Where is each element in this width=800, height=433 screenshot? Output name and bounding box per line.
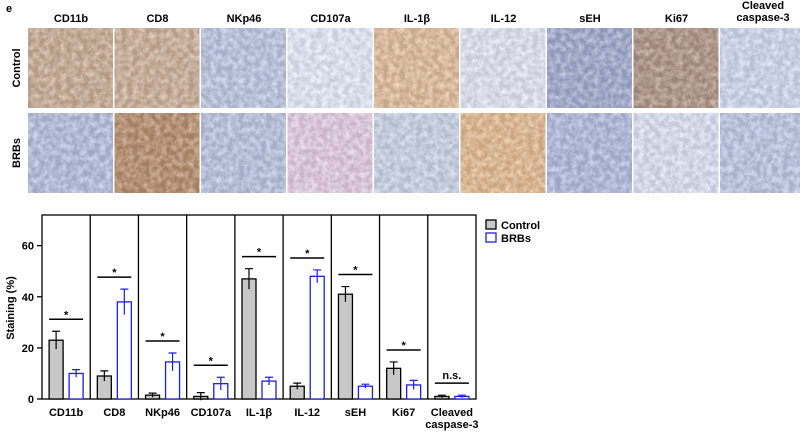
error-bar (216, 376, 225, 391)
legend-swatch (485, 219, 497, 230)
legend-swatch (485, 232, 497, 243)
significance-label: * (160, 331, 165, 343)
significance-label: * (402, 340, 407, 352)
bar (241, 278, 257, 400)
micrograph (114, 28, 200, 108)
column-header: IL-12 (491, 13, 517, 25)
significance-label: * (305, 248, 310, 260)
micrograph (28, 113, 113, 193)
column-header: sEH (579, 13, 600, 25)
row-label: Control (11, 48, 23, 87)
x-tick-label: Ki67 (392, 407, 415, 419)
significance-label: * (353, 265, 358, 277)
error-bar (265, 376, 273, 385)
x-tick-label: IL-1β (246, 407, 273, 419)
legend-label: BRBs (501, 233, 531, 245)
plot-frame (41, 214, 477, 400)
column-header: CD8 (146, 13, 168, 25)
error-bar (52, 330, 61, 350)
error-bar (196, 392, 205, 401)
legend-label: Control (501, 220, 540, 232)
bar (68, 372, 84, 400)
error-bar (245, 268, 253, 290)
error-bar (361, 383, 370, 389)
error-bar (168, 352, 177, 371)
micrograph (720, 28, 800, 108)
bar (337, 293, 354, 400)
micrograph (374, 28, 459, 108)
x-tick-label: sEH (345, 407, 366, 419)
error-bar (313, 269, 322, 283)
x-tick-label: CD11b (49, 407, 84, 419)
micrograph (720, 113, 800, 193)
micrograph (28, 28, 113, 108)
column-header: CD11b (54, 13, 89, 25)
column-header: NKp46 (227, 13, 262, 25)
y-tick-label: 40 (22, 292, 34, 304)
error-bar (389, 361, 398, 375)
micrograph (460, 113, 546, 193)
chart: Staining (%) 0 20 40 60 CD11b * CD8 * NKp46 * CD10… (5, 214, 540, 431)
micrograph (547, 113, 632, 193)
column-header: Cleaved caspase-3 (736, 0, 789, 24)
column-header: IL-1β (404, 13, 431, 25)
error-bar (293, 382, 302, 390)
micrograph (547, 28, 632, 108)
error-bar (457, 394, 466, 398)
image-panel: CD11b CD8 NKp46 CD107a IL-1β IL-12 sEH Ki67 Clea… (11, 0, 800, 193)
micrograph (460, 28, 546, 108)
row-label: BRBs (11, 138, 23, 168)
x-tick-label: CD107a (191, 407, 232, 419)
significance-label: * (64, 309, 69, 321)
y-tick-label: 0 (28, 394, 34, 406)
x-tick-label: Cleaved caspase-3 (425, 407, 478, 431)
error-bar (409, 379, 418, 390)
significance-label: * (112, 267, 117, 279)
error-bar (120, 288, 129, 315)
column-header: Ki67 (665, 13, 688, 25)
micrograph (201, 113, 286, 193)
bar (116, 301, 132, 400)
error-bar (100, 370, 109, 382)
bar (309, 275, 325, 400)
y-tick-label: 20 (22, 343, 34, 355)
y-tick-label: 60 (22, 241, 34, 253)
micrograph (287, 113, 373, 193)
error-bar (72, 369, 81, 378)
x-tick-label: NKp46 (145, 407, 180, 419)
significance-label: * (209, 355, 214, 367)
significance-label: n.s. (442, 370, 461, 382)
column-header: CD107a (310, 13, 351, 25)
x-tick-label: CD8 (103, 407, 125, 419)
error-bar (437, 394, 446, 398)
significance-label: * (257, 247, 262, 259)
micrograph (201, 28, 286, 108)
x-tick-label: IL-12 (294, 407, 320, 419)
micrograph (374, 113, 459, 193)
micrograph (633, 28, 719, 108)
error-bar (148, 392, 157, 398)
micrograph (633, 113, 719, 193)
y-axis-label: Staining (%) (5, 276, 17, 340)
error-bar (341, 285, 350, 302)
figure-label: e (6, 3, 12, 15)
micrograph (287, 28, 373, 108)
micrograph (114, 113, 200, 193)
